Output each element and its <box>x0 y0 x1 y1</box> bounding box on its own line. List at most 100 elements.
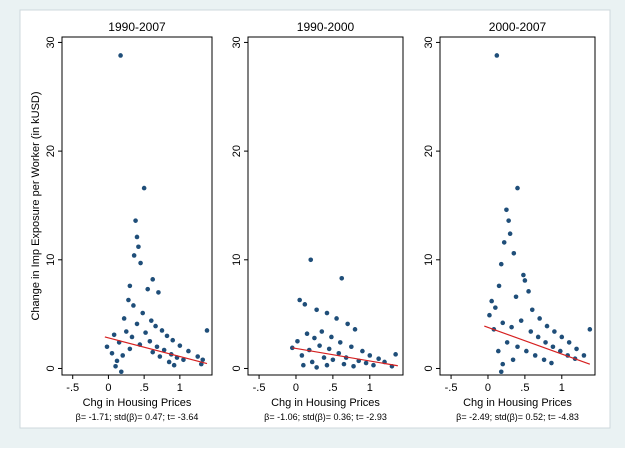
data-point <box>537 316 542 321</box>
data-point <box>131 253 137 258</box>
data-point <box>506 218 511 223</box>
data-point <box>123 329 129 334</box>
data-point <box>337 340 343 345</box>
data-point <box>510 357 516 363</box>
data-point <box>121 316 127 321</box>
data-point <box>297 297 302 303</box>
data-point <box>109 350 115 356</box>
panel-3: 2000-2007 0 10 20 30 -.5 0 .5 1 Chg in Housing Pr… <box>423 20 596 422</box>
data-point <box>574 346 579 352</box>
plot-frame <box>247 36 404 376</box>
data-point <box>150 277 156 282</box>
y-tick-label: 30 <box>423 36 435 48</box>
data-point <box>507 231 513 237</box>
x-tick-label: .5 <box>140 382 149 394</box>
data-point <box>131 303 136 308</box>
data-point <box>308 257 314 263</box>
data-point <box>118 369 124 375</box>
x-tick-label: 0 <box>485 382 491 394</box>
data-point <box>111 332 117 338</box>
data-point <box>541 357 547 363</box>
data-point <box>498 261 504 267</box>
data-point <box>529 307 535 313</box>
data-point <box>126 297 131 303</box>
data-point <box>526 289 531 294</box>
data-point <box>133 218 138 223</box>
data-point <box>140 310 146 316</box>
data-point <box>113 364 118 369</box>
data-point <box>304 331 310 337</box>
data-point <box>494 53 500 58</box>
fit-line <box>484 325 591 365</box>
fit-line <box>104 336 208 365</box>
y-tick-label: 30 <box>231 36 243 48</box>
data-point <box>314 365 319 370</box>
data-point <box>164 333 170 339</box>
data-point <box>326 346 332 352</box>
data-point <box>161 347 167 353</box>
data-point <box>522 278 528 283</box>
data-point <box>334 316 339 321</box>
x-axis-label: Chg in Housing Prices <box>463 397 572 409</box>
data-point <box>515 344 520 350</box>
data-point <box>496 348 501 354</box>
data-point <box>314 307 319 313</box>
data-point <box>559 334 565 340</box>
y-tick-label: 0 <box>231 365 243 371</box>
x-tick-label: -.5 <box>66 382 79 394</box>
data-point <box>550 344 556 350</box>
y-tick-label: 10 <box>231 254 243 266</box>
data-point <box>150 349 156 355</box>
data-point <box>145 286 151 292</box>
data-point <box>393 352 398 357</box>
x-tick-label: 0 <box>293 382 299 394</box>
data-point <box>324 362 330 368</box>
data-point <box>498 369 504 375</box>
regression-note: β= -2.49; std(β)= 0.52; t= -4.83 <box>456 412 579 422</box>
data-point <box>544 323 550 329</box>
data-point <box>118 53 123 58</box>
x-tick-label: 1 <box>177 382 183 394</box>
x-tick-label: .5 <box>520 382 529 394</box>
data-point <box>302 302 308 307</box>
data-point <box>134 321 140 327</box>
y-tick-label: 20 <box>45 145 57 157</box>
data-point <box>136 244 141 250</box>
data-point <box>295 339 300 344</box>
data-point <box>127 283 133 289</box>
data-point <box>351 364 356 369</box>
data-point <box>301 362 306 368</box>
fit-line <box>292 347 398 367</box>
data-point <box>543 340 548 345</box>
data-point <box>549 360 554 366</box>
data-point <box>159 328 165 333</box>
data-point <box>509 324 514 330</box>
data-point <box>511 250 517 256</box>
y-tick-label: 20 <box>231 145 243 157</box>
panel-2: 1990-2000 0 10 20 30 -.5 0 .5 1 Chg in Housing Pr… <box>231 20 404 422</box>
data-point <box>156 290 161 295</box>
data-point <box>181 357 186 363</box>
y-tick-label: 0 <box>423 365 435 371</box>
data-point <box>147 339 153 344</box>
data-point <box>339 275 345 281</box>
panel-title: 2000-2007 <box>489 20 547 34</box>
y-tick-label: 10 <box>423 254 435 266</box>
y-tick-label: 0 <box>45 365 57 371</box>
data-point <box>120 353 126 358</box>
data-point <box>532 353 538 358</box>
data-point <box>521 272 526 278</box>
data-point <box>513 294 519 300</box>
data-point <box>312 335 317 341</box>
data-point <box>371 362 376 368</box>
data-point <box>581 353 587 358</box>
x-tick-label: .5 <box>328 382 337 394</box>
x-axis-label: Chg in Housing Prices <box>83 397 192 409</box>
regression-note: β= -1.71; std(β)= 0.47; t= -3.64 <box>76 412 199 422</box>
y-axis-label: Change in Imp Exposure per Worker (in kU… <box>30 91 42 320</box>
data-point <box>349 344 354 350</box>
x-axis-label: Chg in Housing Prices <box>271 397 380 409</box>
x-tick-label: 1 <box>559 382 565 394</box>
